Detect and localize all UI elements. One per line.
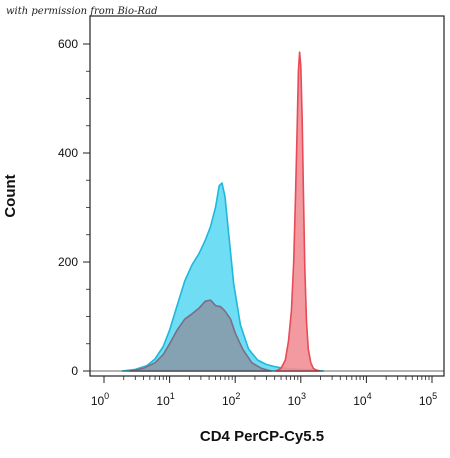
x-tick-label: 100 (91, 391, 109, 408)
series-area-red (275, 51, 320, 372)
y-tick-label: 600 (58, 37, 78, 51)
credit-text: with permission from Bio-Rad (6, 6, 158, 17)
x-tick-label: 105 (419, 391, 437, 408)
plot-frame (89, 15, 445, 377)
series-area-gray (129, 299, 272, 372)
x-tick-label: 102 (222, 391, 240, 408)
y-axis-title: Count (2, 174, 19, 217)
y-tick-label: 200 (58, 255, 78, 269)
x-axis-title: CD4 PerCP-Cy5.5 (200, 428, 324, 445)
y-tick-label: 400 (58, 146, 78, 160)
x-tick-label: 101 (156, 391, 174, 408)
y-tick-label: 0 (71, 364, 78, 378)
x-tick-label: 104 (353, 391, 371, 408)
x-tick-label: 103 (288, 391, 306, 408)
